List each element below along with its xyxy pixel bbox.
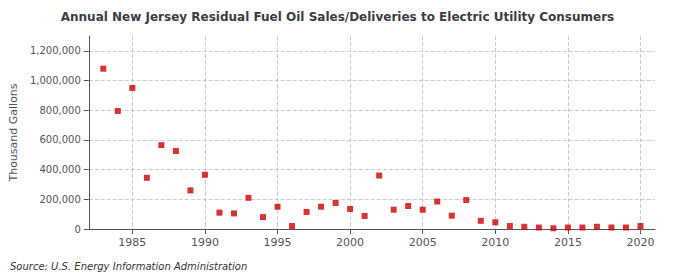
svg-text:2010: 2010 bbox=[481, 236, 509, 249]
svg-text:1990: 1990 bbox=[191, 236, 219, 249]
svg-text:1,000,000: 1,000,000 bbox=[30, 75, 81, 86]
svg-text:1985: 1985 bbox=[118, 236, 146, 249]
svg-text:800,000: 800,000 bbox=[39, 105, 80, 116]
svg-text:Source: U.S. Energy Informatio: Source: U.S. Energy Information Administ… bbox=[10, 261, 247, 272]
svg-text:1,200,000: 1,200,000 bbox=[30, 45, 81, 56]
svg-text:2020: 2020 bbox=[626, 236, 654, 249]
svg-text:1995: 1995 bbox=[264, 236, 292, 249]
svg-text:Annual New Jersey Residual Fue: Annual New Jersey Residual Fuel Oil Sale… bbox=[61, 10, 615, 24]
svg-text:Thousand Gallons: Thousand Gallons bbox=[7, 83, 20, 182]
svg-text:600,000: 600,000 bbox=[39, 134, 80, 145]
svg-text:200,000: 200,000 bbox=[39, 194, 80, 205]
svg-text:2005: 2005 bbox=[409, 236, 437, 249]
svg-text:400,000: 400,000 bbox=[39, 164, 80, 175]
svg-text:0: 0 bbox=[74, 224, 80, 235]
svg-text:2000: 2000 bbox=[336, 236, 364, 249]
svg-text:2015: 2015 bbox=[554, 236, 582, 249]
